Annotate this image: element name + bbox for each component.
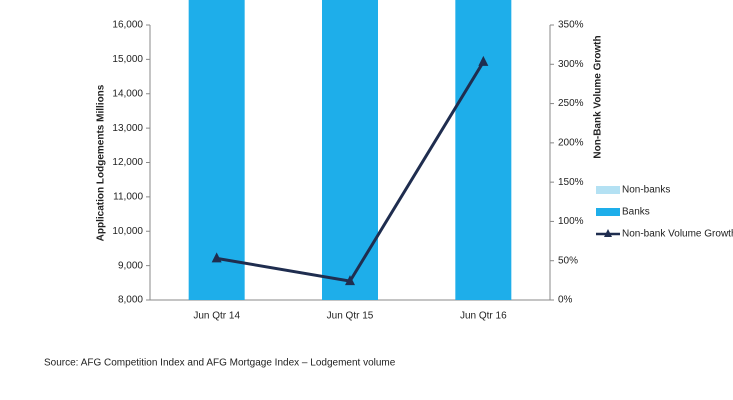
bar-segment: [188, 0, 245, 300]
growth-marker: [478, 55, 489, 66]
y2-tick-label: 0%: [558, 295, 573, 306]
y-tick-label: 16,000: [112, 20, 143, 31]
legend-label: Non-banks: [622, 185, 670, 196]
y-tick-label: 12,000: [112, 157, 143, 168]
y2-tick-label: 300%: [558, 59, 584, 70]
y2-tick-label: 150%: [558, 177, 584, 188]
x-tick-label: Jun Qtr 15: [327, 311, 374, 322]
y-tick-label: 13,000: [112, 123, 143, 134]
x-tick-label: Jun Qtr 16: [460, 311, 507, 322]
bar-segment: [455, 0, 512, 300]
legend-label: Non-bank Volume Growth: [622, 229, 733, 240]
y-tick-label: 10,000: [112, 226, 143, 237]
y2-axis-title: Non-Bank Volume Growth: [593, 35, 604, 158]
bar-segment: [322, 0, 378, 300]
growth-marker: [345, 275, 355, 286]
y2-tick-label: 50%: [558, 255, 578, 266]
legend-label: Banks: [622, 207, 650, 218]
x-tick-label: Jun Qtr 14: [193, 311, 240, 322]
y2-tick-label: 200%: [558, 137, 584, 148]
legend-swatch: [596, 208, 620, 216]
y-tick-label: 11,000: [113, 192, 143, 203]
y-tick-label: 9,000: [118, 260, 143, 271]
y-axis-title: Application Lodgements Millions: [96, 84, 107, 241]
y-tick-label: 14,000: [112, 88, 143, 99]
growth-marker: [211, 252, 222, 263]
y2-tick-label: 250%: [558, 98, 584, 109]
legend-swatch: [596, 186, 620, 194]
y-tick-label: 8,000: [118, 295, 143, 306]
y2-tick-label: 350%: [558, 20, 584, 31]
y-tick-label: 15,000: [112, 54, 143, 65]
y2-tick-label: 100%: [558, 216, 584, 227]
legend-marker: [604, 229, 612, 237]
source-note: Source: AFG Competition Index and AFG Mo…: [44, 358, 396, 369]
